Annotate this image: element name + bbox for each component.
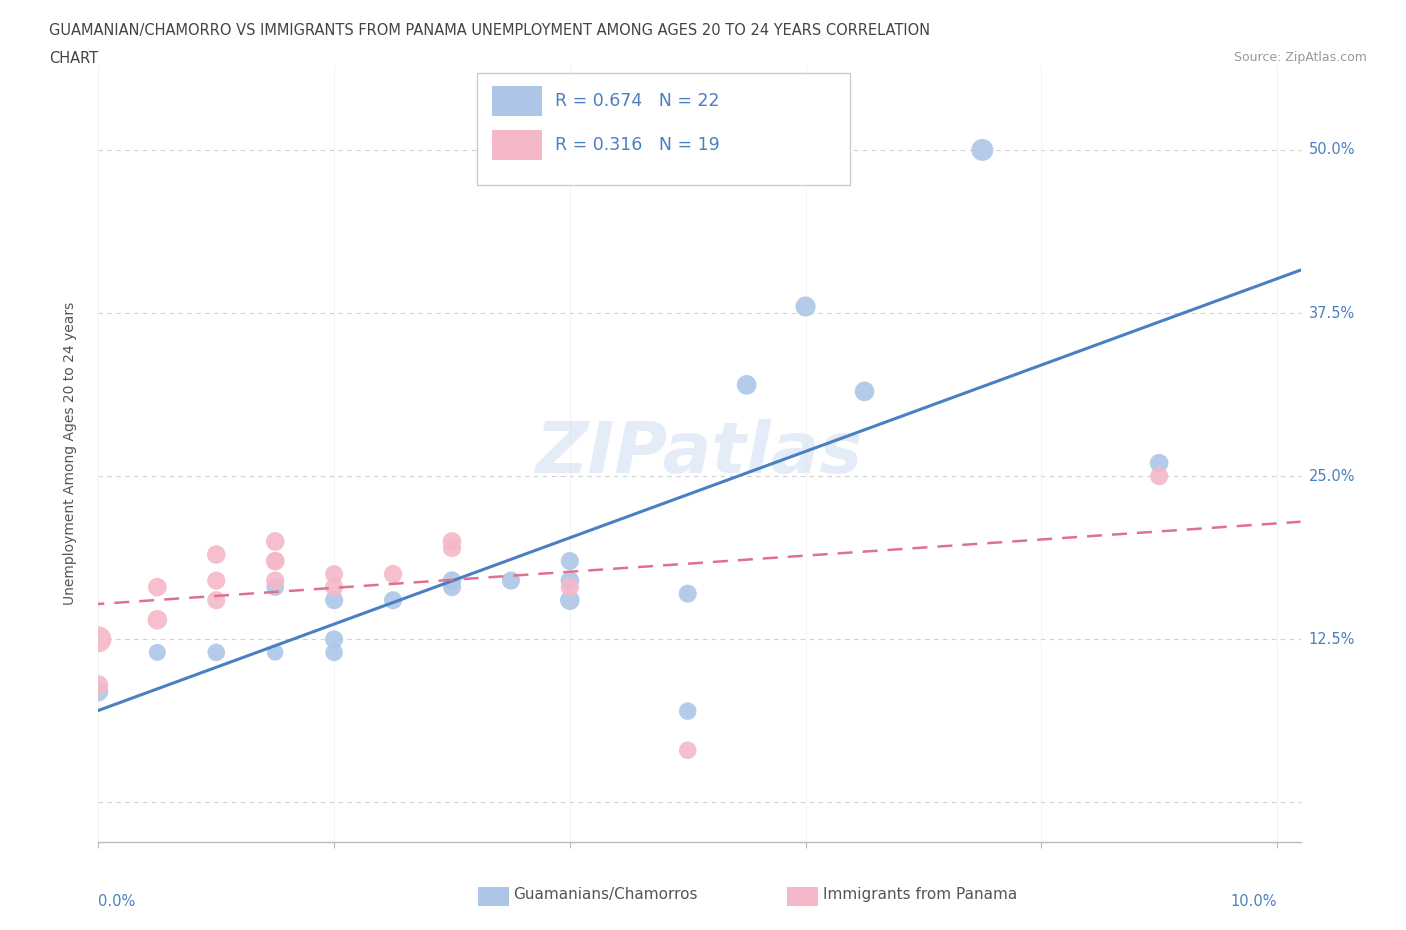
Point <box>558 579 581 594</box>
Point <box>440 573 463 588</box>
Point <box>264 553 287 568</box>
Point <box>323 631 346 646</box>
Text: Guamanians/Chamorros: Guamanians/Chamorros <box>513 887 697 902</box>
Point <box>87 631 110 646</box>
Point <box>558 592 581 607</box>
Point <box>558 553 581 568</box>
Point <box>735 378 758 392</box>
Point <box>264 534 287 549</box>
Text: 10.0%: 10.0% <box>1230 894 1277 909</box>
Point <box>146 612 169 627</box>
Text: 25.0%: 25.0% <box>1309 469 1355 484</box>
Point <box>87 678 110 693</box>
Text: 37.5%: 37.5% <box>1309 306 1355 321</box>
Point <box>205 592 228 607</box>
Point <box>323 566 346 581</box>
Point <box>440 534 463 549</box>
Point <box>676 743 699 758</box>
Text: R = 0.674   N = 22: R = 0.674 N = 22 <box>555 92 720 110</box>
Point <box>558 573 581 588</box>
Point <box>205 547 228 562</box>
Point <box>1147 456 1170 471</box>
Point <box>972 142 994 157</box>
Point <box>323 592 346 607</box>
Point <box>205 573 228 588</box>
Text: CHART: CHART <box>49 51 98 66</box>
Text: ZIPatlas: ZIPatlas <box>536 418 863 488</box>
Point <box>205 645 228 660</box>
Point <box>1147 469 1170 484</box>
Text: 12.5%: 12.5% <box>1309 631 1355 647</box>
Bar <box>492 86 541 115</box>
Point <box>146 579 169 594</box>
Point <box>676 586 699 601</box>
Point <box>676 704 699 719</box>
Point <box>264 645 287 660</box>
Point <box>264 579 287 594</box>
Point <box>382 566 405 581</box>
Text: 50.0%: 50.0% <box>1309 142 1355 157</box>
Text: 0.0%: 0.0% <box>98 894 135 909</box>
Text: Immigrants from Panama: Immigrants from Panama <box>823 887 1017 902</box>
Y-axis label: Unemployment Among Ages 20 to 24 years: Unemployment Among Ages 20 to 24 years <box>63 301 77 605</box>
Point <box>382 592 405 607</box>
Text: GUAMANIAN/CHAMORRO VS IMMIGRANTS FROM PANAMA UNEMPLOYMENT AMONG AGES 20 TO 24 YE: GUAMANIAN/CHAMORRO VS IMMIGRANTS FROM PA… <box>49 23 931 38</box>
Point <box>87 684 110 699</box>
Point <box>264 573 287 588</box>
Text: Source: ZipAtlas.com: Source: ZipAtlas.com <box>1233 51 1367 64</box>
Bar <box>492 130 541 160</box>
Point <box>146 645 169 660</box>
Point <box>440 579 463 594</box>
Point <box>794 299 817 314</box>
Point <box>499 573 522 588</box>
Point <box>323 645 346 660</box>
Point <box>323 579 346 594</box>
FancyBboxPatch shape <box>477 73 849 185</box>
Point <box>853 384 876 399</box>
Text: R = 0.316   N = 19: R = 0.316 N = 19 <box>555 136 720 154</box>
Point <box>264 553 287 568</box>
Point <box>440 540 463 555</box>
